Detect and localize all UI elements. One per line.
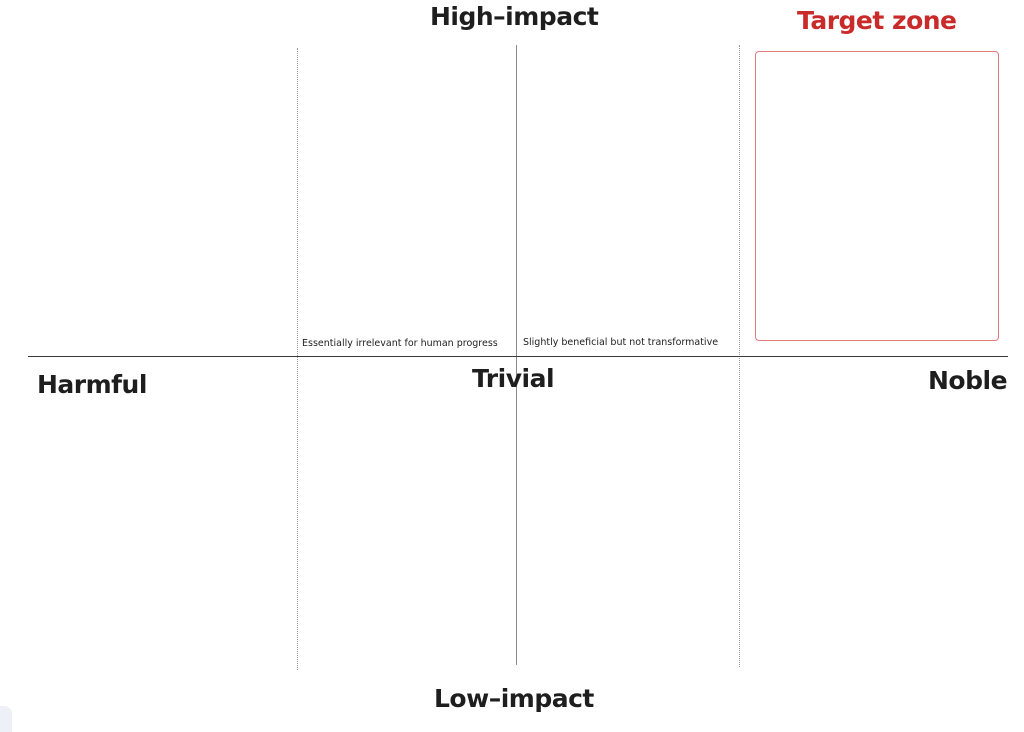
- left-divider-line: [297, 48, 298, 670]
- horizontal-axis-line: [28, 356, 1008, 357]
- vertical-axis-line: [516, 45, 517, 665]
- label-harmful: Harmful: [37, 370, 147, 399]
- label-target-zone: Target zone: [797, 6, 957, 35]
- corner-panel-tab[interactable]: [0, 706, 12, 732]
- note-beneficial: Slightly beneficial but not transformati…: [523, 337, 719, 348]
- target-zone-box: [755, 51, 999, 341]
- note-irrelevant: Essentially irrelevant for human progres…: [302, 338, 498, 349]
- label-high-impact: High–impact: [430, 2, 599, 31]
- label-low-impact: Low–impact: [434, 684, 594, 713]
- label-noble: Noble: [928, 366, 1008, 395]
- label-trivial: Trivial: [472, 364, 555, 393]
